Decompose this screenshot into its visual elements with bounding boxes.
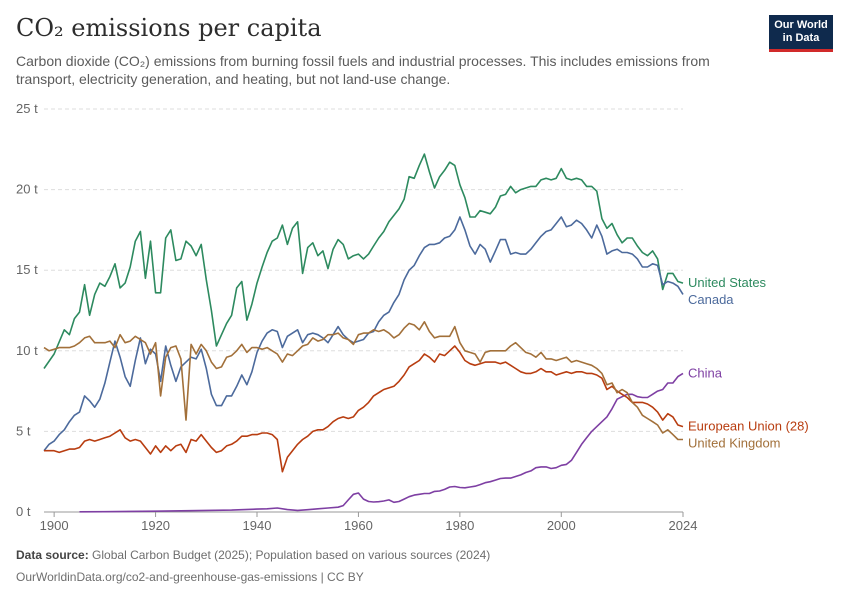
x-tick-label: 2000 [547,518,576,533]
series-line-united-kingdom [43,321,683,441]
series-label-united-kingdom: United Kingdom [688,436,781,451]
data-source: Data source: Global Carbon Budget (2025)… [16,548,490,562]
y-tick-label: 5 t [16,423,31,438]
y-tick-label: 0 t [16,504,31,519]
x-tick-label: 1900 [40,518,69,533]
series-label-european-union: European Union (28) [688,419,809,434]
logo-line-1: Our World [774,19,828,31]
series-label-canada: Canada [688,292,734,307]
y-tick-label: 15 t [16,262,38,277]
logo-line-2: in Data [782,32,820,44]
series-line-european-union [44,345,684,473]
source-url[interactable]: OurWorldinData.org/co2-and-greenhouse-ga… [16,570,364,584]
series-line-united-states [43,153,684,369]
y-tick-label: 10 t [16,343,38,358]
chart-title: CO₂ emissions per capita [16,14,322,42]
series-label-united-states: United States [688,275,767,290]
x-tick-label: 1980 [445,518,474,533]
x-tick-label: 1960 [344,518,373,533]
series-line-china [79,372,684,513]
y-tick-label: 25 t [16,101,38,116]
owid-logo[interactable]: Our World in Data [769,15,833,52]
x-tick-label: 2024 [669,518,698,533]
data-source-label: Data source: [16,548,89,562]
line-chart: 0 t 5 t 10 t 15 t 20 t 25 t 1900 1920 1940 1960 19… [16,101,809,533]
x-tick-label: 1940 [243,518,272,533]
data-source-text: Global Carbon Budget (2025); Population … [92,548,491,562]
y-tick-label: 20 t [16,182,38,197]
x-tick-label: 1920 [141,518,170,533]
series-label-china: China [688,365,723,380]
chart-subtitle: Carbon dioxide (CO₂) emissions from burn… [16,53,710,87]
series-line-canada [43,216,684,452]
